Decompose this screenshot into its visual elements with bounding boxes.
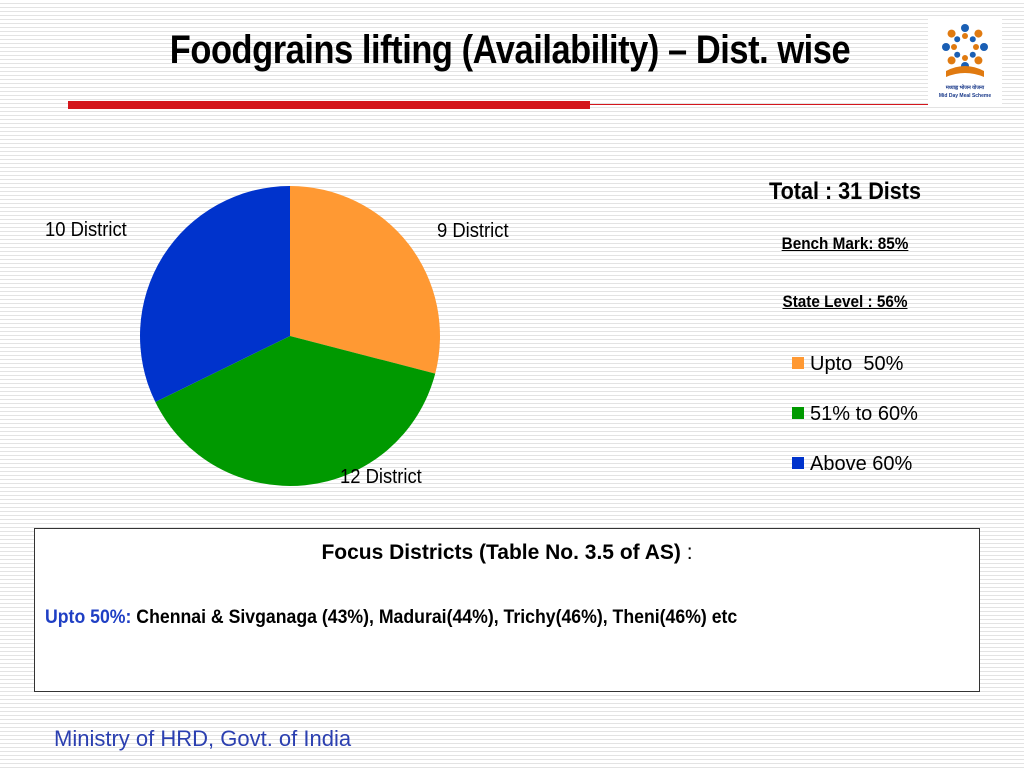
title-underline-thin <box>590 104 930 105</box>
focus-title-colon: : <box>680 541 693 564</box>
title-underline <box>68 101 590 109</box>
focus-lead: Upto 50%: <box>45 607 132 628</box>
page-title: Foodgrains lifting (Availability) – Dist… <box>169 28 851 72</box>
state-level-text: State Level : 56% <box>782 292 908 311</box>
logo-subtitle: Mid Day Meal Scheme <box>938 93 992 99</box>
legend-label: Upto 50% <box>810 353 904 375</box>
slice-label-green: 12 District <box>340 466 422 488</box>
pie-chart <box>130 180 450 500</box>
legend-item-above-60: Above 60% <box>792 453 912 476</box>
slice-label-blue: 10 District <box>45 219 127 241</box>
legend-label: 51% to 60% <box>810 403 918 425</box>
footer-ministry: Ministry of HRD, Govt. of India <box>54 726 352 751</box>
mdm-logo: मध्याह्न भोजन योजना Mid Day Meal Scheme <box>928 17 1002 105</box>
focus-title: Focus Districts (Table No. 3.5 of AS) : <box>35 541 979 565</box>
focus-title-text: Focus Districts (Table No. 3.5 of AS) <box>321 541 681 564</box>
slice-label-orange: 9 District <box>437 220 509 242</box>
legend-swatch-blue <box>792 457 804 469</box>
focus-districts-box: Focus Districts (Table No. 3.5 of AS) : … <box>34 528 980 692</box>
legend-swatch-green <box>792 407 804 419</box>
focus-text: Chennai & Sivganaga (43%), Madurai(44%),… <box>131 607 738 628</box>
pie-chart-svg <box>140 186 440 487</box>
pie-slice-above-60 <box>140 186 290 403</box>
legend-item-51-60: 51% to 60% <box>792 403 918 426</box>
pie-slice-upto-50 <box>290 186 440 374</box>
total-districts: Total : 31 Dists <box>768 178 922 205</box>
legend-item-upto-50: Upto 50% <box>792 353 903 376</box>
logo-text: मध्याह्न भोजन योजना <box>945 85 985 91</box>
mdm-emblem-icon <box>942 24 988 77</box>
legend-label: Above 60% <box>810 453 913 475</box>
focus-districts-line: Upto 50%: Chennai & Sivganaga (43%), Mad… <box>45 607 737 629</box>
benchmark-text: Bench Mark: 85% <box>781 234 909 253</box>
pie-slice-51-60 <box>155 336 436 487</box>
legend-swatch-orange <box>792 357 804 369</box>
